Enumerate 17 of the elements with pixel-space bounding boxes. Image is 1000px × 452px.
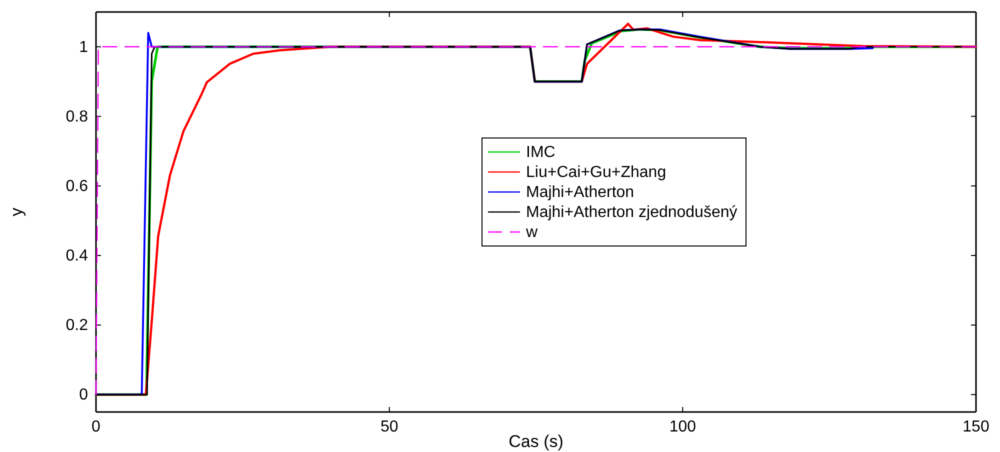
y-tick-label: 0.2 bbox=[66, 317, 88, 334]
y-tick-label: 0.6 bbox=[66, 178, 88, 196]
x-tick-label: 150 bbox=[962, 418, 990, 436]
legend-label: Majhi+Atherton zjednodušený bbox=[526, 204, 738, 221]
x-tick-label: 100 bbox=[669, 418, 696, 436]
y-axis-title: y bbox=[7, 207, 26, 216]
legend-label: w bbox=[525, 224, 538, 241]
y-tick-label: 1 bbox=[79, 38, 88, 56]
legend-label: IMC bbox=[526, 144, 556, 161]
x-axis-title: Cas (s) bbox=[508, 432, 564, 451]
y-tick-label: 0.4 bbox=[66, 248, 88, 265]
y-tick-label: 0.8 bbox=[66, 108, 88, 126]
y-tick-label: 0 bbox=[79, 386, 88, 404]
x-tick-label: 0 bbox=[92, 418, 101, 436]
x-tick-label: 50 bbox=[380, 418, 398, 436]
legend-label: Majhi+Atherton bbox=[526, 184, 634, 201]
legend-label: Liu+Cai+Gu+Zhang bbox=[526, 164, 666, 181]
